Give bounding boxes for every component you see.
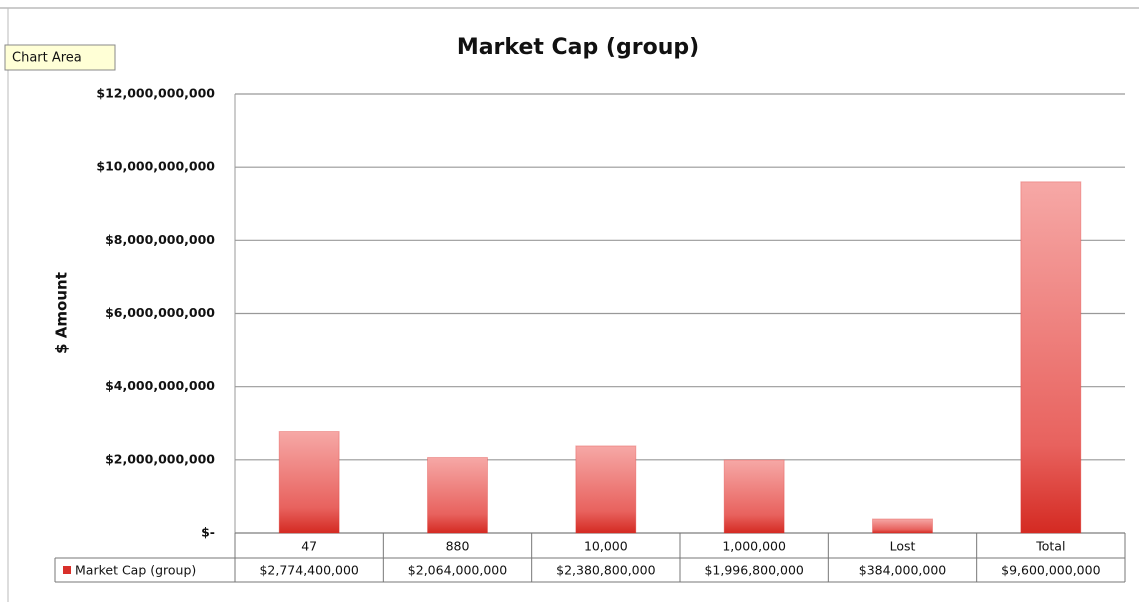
bar bbox=[427, 456, 488, 534]
chart-title: Market Cap (group) bbox=[457, 35, 699, 60]
y-tick-label: $8,000,000,000 bbox=[105, 232, 215, 247]
tooltip-box bbox=[4, 44, 116, 71]
data-label: $9,600,000,000 bbox=[1001, 563, 1100, 578]
bar bbox=[278, 431, 340, 534]
x-tick-label: Lost bbox=[890, 539, 916, 554]
y-tick-label: $2,000,000,000 bbox=[105, 451, 215, 466]
y-axis-label: $ Amount bbox=[53, 272, 71, 354]
bar bbox=[723, 459, 785, 534]
x-tick-label: 47 bbox=[301, 539, 317, 554]
y-tick-label: $12,000,000,000 bbox=[96, 86, 215, 101]
y-tick-label: $4,000,000,000 bbox=[105, 378, 215, 393]
data-label: $2,774,400,000 bbox=[259, 563, 358, 578]
y-tick-label: $10,000,000,000 bbox=[96, 159, 215, 174]
bar bbox=[575, 445, 637, 534]
data-label: $1,996,800,000 bbox=[704, 563, 803, 578]
y-tick-label: $- bbox=[201, 525, 215, 540]
bar bbox=[872, 518, 933, 534]
data-label: $2,064,000,000 bbox=[408, 563, 507, 578]
x-tick-label: 880 bbox=[446, 539, 470, 554]
data-label: $384,000,000 bbox=[859, 563, 947, 578]
x-tick-label: 10,000 bbox=[584, 539, 628, 554]
bar bbox=[1020, 181, 1082, 534]
legend-label: Market Cap (group) bbox=[75, 563, 196, 578]
tooltip: Chart Area bbox=[12, 51, 82, 66]
x-tick-label: 1,000,000 bbox=[722, 539, 786, 554]
x-tick-label: Total bbox=[1035, 539, 1065, 554]
y-tick-label: $6,000,000,000 bbox=[105, 305, 215, 320]
legend-key bbox=[63, 566, 71, 574]
data-label: $2,380,800,000 bbox=[556, 563, 655, 578]
